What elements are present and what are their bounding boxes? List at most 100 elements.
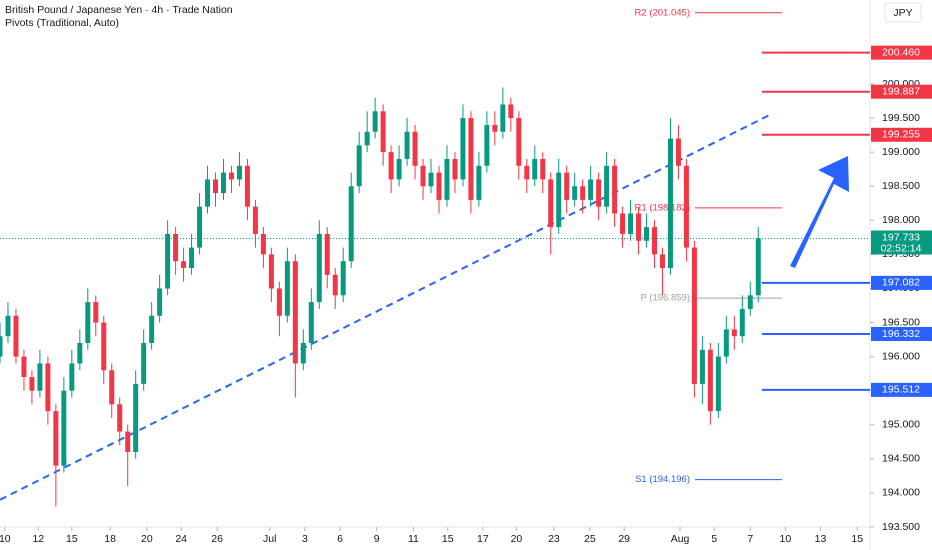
- candle-body: [476, 165, 482, 200]
- candle-body: [699, 349, 705, 384]
- candle-body: [404, 131, 410, 159]
- candle-body: [572, 186, 578, 200]
- candle-body: [181, 261, 187, 269]
- candle-body: [372, 111, 378, 132]
- candle-body: [460, 118, 466, 180]
- level-label: 199.887: [882, 85, 920, 97]
- level-tag: [871, 84, 932, 99]
- indicator-name: Pivots (Traditional, Auto): [5, 17, 119, 29]
- candle-body: [292, 261, 298, 364]
- candle-body: [556, 172, 562, 228]
- level-tag: [871, 275, 932, 290]
- candle-body: [109, 370, 115, 405]
- candle-body: [213, 179, 219, 194]
- candle-body: [61, 390, 67, 466]
- candle-body: [260, 233, 266, 255]
- candle-body: [731, 329, 737, 337]
- y-tick-label: 199.500: [882, 112, 920, 124]
- candle-body: [739, 308, 745, 337]
- candle-body: [396, 158, 402, 180]
- level-tag: [871, 127, 932, 142]
- candle-body: [117, 404, 123, 432]
- candle-body: [580, 186, 586, 200]
- candle-body: [0, 336, 3, 357]
- candle-body: [683, 165, 689, 248]
- candle-body: [388, 152, 394, 180]
- level-label: 197.082: [882, 277, 920, 289]
- candle-body: [628, 213, 634, 234]
- y-tick-label: 198.000: [882, 214, 920, 226]
- y-tick-label: 195.000: [882, 419, 920, 431]
- candle-body: [284, 261, 290, 316]
- x-tick-label: Jul: [263, 533, 276, 545]
- candle-body: [612, 165, 618, 214]
- candle-body: [755, 238, 761, 296]
- candle-body: [412, 131, 418, 166]
- x-tick-label: 11: [408, 533, 419, 545]
- candle-body: [173, 233, 179, 262]
- x-tick-label: 20: [141, 533, 153, 545]
- candle-body: [13, 315, 19, 357]
- x-tick-label: 17: [477, 533, 489, 545]
- x-tick-label: 10: [0, 533, 11, 545]
- x-tick-label: 12: [32, 533, 44, 545]
- y-tick-label: 194.500: [882, 453, 920, 465]
- current-price-tag: [871, 230, 932, 255]
- candle-body: [524, 165, 530, 180]
- pivot-label: R2 (201.045): [635, 7, 690, 18]
- candle-body: [133, 383, 139, 453]
- level-label: 200.460: [882, 46, 920, 58]
- candle-body: [308, 302, 314, 343]
- x-tick-label: 18: [104, 533, 116, 545]
- candle-body: [723, 329, 729, 357]
- candle-body: [125, 431, 131, 453]
- candle-body: [420, 165, 426, 187]
- candle-body: [508, 104, 514, 119]
- candle-body: [548, 179, 554, 228]
- candle-body: [276, 288, 282, 316]
- candle-body: [21, 356, 27, 378]
- x-tick-label: 24: [175, 533, 187, 545]
- candle-body: [244, 165, 250, 207]
- candle-body: [667, 138, 673, 269]
- level-tag: [871, 45, 932, 60]
- y-tick-label: 194.000: [882, 487, 920, 499]
- x-tick-label: 6: [337, 533, 343, 545]
- currency-label[interactable]: JPY: [893, 7, 912, 19]
- level-label: 195.512: [882, 384, 920, 396]
- candle-body: [532, 158, 538, 180]
- candle-body: [228, 172, 234, 180]
- level-tag: [871, 382, 932, 397]
- candle-body: [77, 342, 83, 364]
- candle-body: [468, 118, 474, 200]
- x-tick-label: 10: [780, 533, 792, 545]
- currency-button[interactable]: [884, 2, 922, 23]
- candle-body: [252, 206, 258, 234]
- chart-title: British Pound / Japanese Yen · 4h · Trad…: [5, 4, 233, 16]
- candle-body: [85, 302, 91, 343]
- level-label: 199.255: [882, 129, 920, 141]
- candle-body: [157, 288, 163, 316]
- pivot-label: P (196.859): [641, 293, 690, 304]
- candle-body: [5, 315, 11, 337]
- candle-body: [452, 158, 458, 180]
- candle-body: [747, 295, 753, 309]
- candle-body: [53, 411, 59, 466]
- candle-body: [588, 179, 594, 200]
- candle-body: [220, 172, 226, 194]
- x-tick-label: 26: [211, 533, 223, 545]
- candle-body: [715, 356, 721, 412]
- y-tick-label: 198.500: [882, 180, 920, 192]
- y-tick-label: 196.000: [882, 350, 920, 362]
- level-label: 196.332: [882, 328, 920, 340]
- candle-body: [604, 165, 610, 207]
- candle-body: [45, 363, 51, 412]
- candle-body: [149, 315, 155, 343]
- candle-body: [165, 233, 171, 289]
- candle-body: [324, 233, 330, 275]
- candle-body: [380, 111, 386, 153]
- candle-body: [101, 322, 107, 371]
- candle-body: [205, 179, 211, 207]
